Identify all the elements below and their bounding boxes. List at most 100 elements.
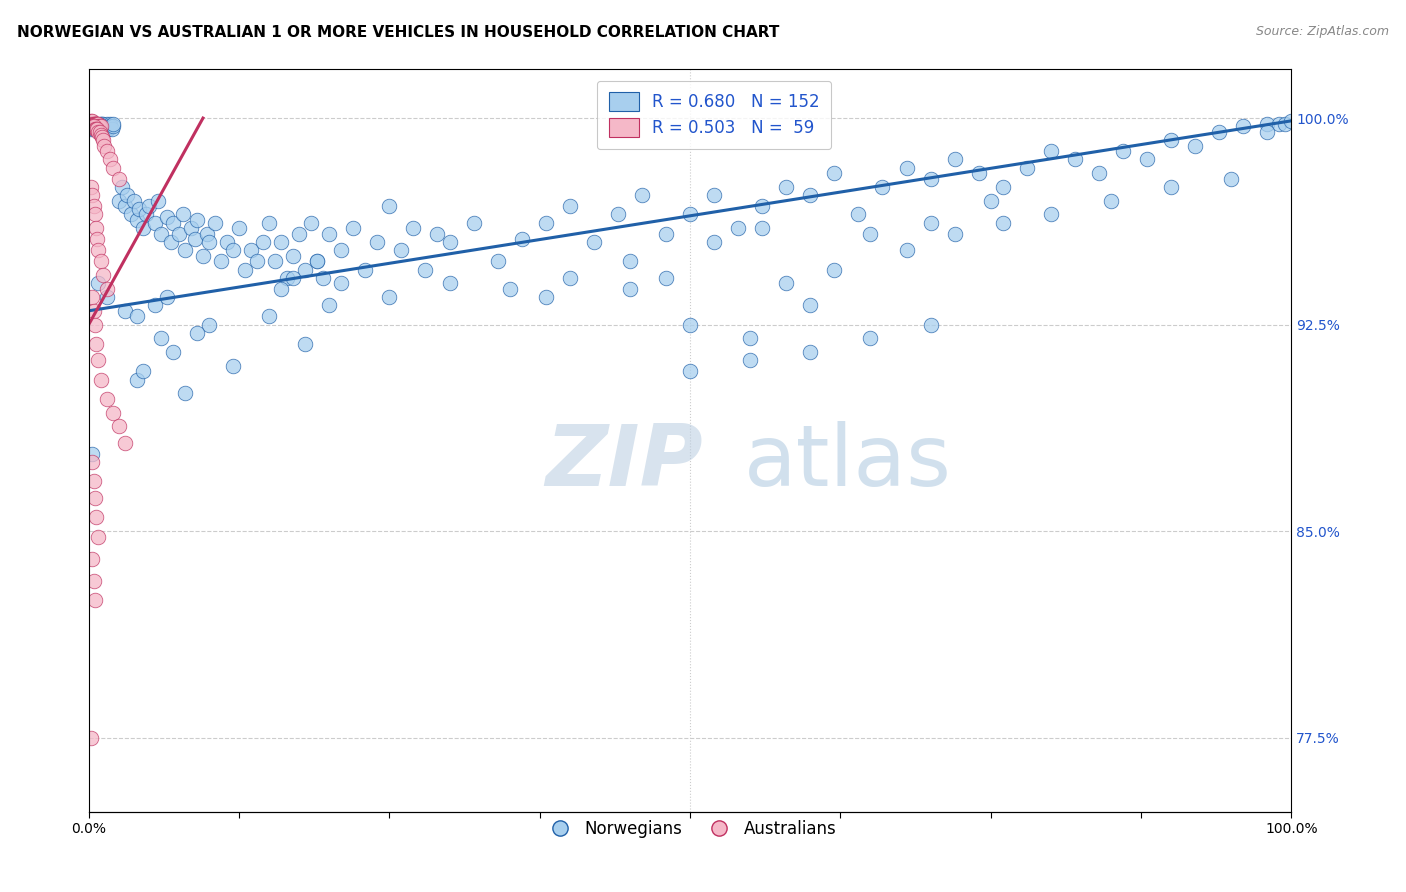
Point xyxy=(209,254,232,268)
Point xyxy=(107,419,129,434)
Point xyxy=(228,221,250,235)
Point xyxy=(132,364,155,378)
Point xyxy=(246,254,269,268)
Point xyxy=(87,125,110,139)
Point xyxy=(87,353,110,368)
Point xyxy=(307,254,329,268)
Point xyxy=(162,345,184,359)
Point xyxy=(1015,161,1038,175)
Point xyxy=(148,194,170,208)
Point xyxy=(114,436,136,450)
Point xyxy=(80,731,103,745)
Point xyxy=(1160,180,1182,194)
Point xyxy=(159,235,181,249)
Point xyxy=(391,244,413,258)
Point xyxy=(100,117,122,131)
Point xyxy=(1136,153,1159,167)
Point xyxy=(84,336,107,351)
Point xyxy=(101,117,124,131)
Point xyxy=(980,194,1002,208)
Point xyxy=(799,188,821,202)
Point xyxy=(82,447,104,461)
Point xyxy=(1112,144,1135,158)
Point xyxy=(132,221,155,235)
Point xyxy=(83,117,105,131)
Point xyxy=(172,207,194,221)
Point xyxy=(115,188,138,202)
Point xyxy=(198,235,221,249)
Point xyxy=(83,199,105,213)
Point xyxy=(79,120,101,134)
Point xyxy=(128,202,150,216)
Point xyxy=(486,254,509,268)
Point xyxy=(943,153,966,167)
Point xyxy=(679,318,702,332)
Point xyxy=(93,122,115,136)
Point xyxy=(87,120,110,134)
Point xyxy=(91,120,114,134)
Point xyxy=(83,120,105,134)
Point xyxy=(276,270,298,285)
Point xyxy=(114,303,136,318)
Point xyxy=(124,194,146,208)
Point xyxy=(87,122,110,136)
Point xyxy=(96,117,118,131)
Point xyxy=(270,282,292,296)
Point xyxy=(156,210,179,224)
Point xyxy=(288,227,311,241)
Point xyxy=(82,120,104,134)
Point xyxy=(991,180,1014,194)
Point xyxy=(1088,166,1111,180)
Point xyxy=(252,235,274,249)
Point xyxy=(143,216,166,230)
Point xyxy=(96,144,118,158)
Point xyxy=(1274,117,1296,131)
Point xyxy=(167,227,190,241)
Point xyxy=(143,298,166,312)
Point xyxy=(920,318,942,332)
Point xyxy=(222,359,245,373)
Point xyxy=(330,244,353,258)
Point xyxy=(174,386,197,401)
Point xyxy=(107,194,129,208)
Point xyxy=(740,331,762,345)
Point xyxy=(97,122,120,136)
Point xyxy=(125,310,148,324)
Point xyxy=(1256,117,1278,131)
Point xyxy=(330,277,353,291)
Point xyxy=(823,166,845,180)
Point xyxy=(83,120,105,134)
Point xyxy=(96,290,118,304)
Point xyxy=(848,207,870,221)
Point xyxy=(198,318,221,332)
Point xyxy=(82,117,104,131)
Point xyxy=(619,282,641,296)
Point xyxy=(439,277,461,291)
Point xyxy=(83,207,105,221)
Point xyxy=(439,235,461,249)
Point xyxy=(896,161,918,175)
Point xyxy=(101,406,124,420)
Point xyxy=(86,117,108,131)
Point xyxy=(318,298,340,312)
Point xyxy=(86,117,108,131)
Point xyxy=(240,244,263,258)
Point xyxy=(1063,153,1085,167)
Point xyxy=(100,120,122,134)
Point xyxy=(91,120,114,134)
Point xyxy=(89,120,111,134)
Point xyxy=(1208,125,1230,139)
Point xyxy=(703,188,725,202)
Point xyxy=(312,270,335,285)
Point xyxy=(354,262,377,277)
Point xyxy=(799,298,821,312)
Point xyxy=(87,277,110,291)
Point xyxy=(80,122,103,136)
Point xyxy=(1256,125,1278,139)
Point xyxy=(1220,171,1243,186)
Point xyxy=(920,216,942,230)
Point xyxy=(1160,133,1182,147)
Point xyxy=(80,113,103,128)
Point xyxy=(402,221,425,235)
Point xyxy=(91,268,114,282)
